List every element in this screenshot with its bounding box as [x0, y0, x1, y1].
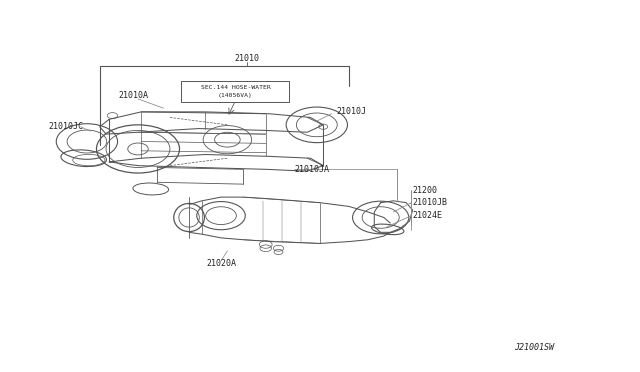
- Text: 21010JB: 21010JB: [413, 198, 447, 207]
- Text: 21010J: 21010J: [336, 108, 366, 116]
- Text: SEC.144 HOSE-WATER: SEC.144 HOSE-WATER: [200, 85, 270, 90]
- Text: J21001SW: J21001SW: [514, 343, 554, 352]
- Text: 21010JA: 21010JA: [294, 165, 330, 174]
- Text: 21010JC: 21010JC: [49, 122, 84, 131]
- Text: 21010A: 21010A: [119, 91, 149, 100]
- Text: (14056VA): (14056VA): [218, 93, 253, 98]
- Text: 21024E: 21024E: [413, 211, 443, 220]
- Text: 21200: 21200: [413, 186, 438, 195]
- FancyBboxPatch shape: [181, 81, 289, 102]
- Text: 21010: 21010: [234, 54, 259, 62]
- Text: 21020A: 21020A: [206, 259, 236, 268]
